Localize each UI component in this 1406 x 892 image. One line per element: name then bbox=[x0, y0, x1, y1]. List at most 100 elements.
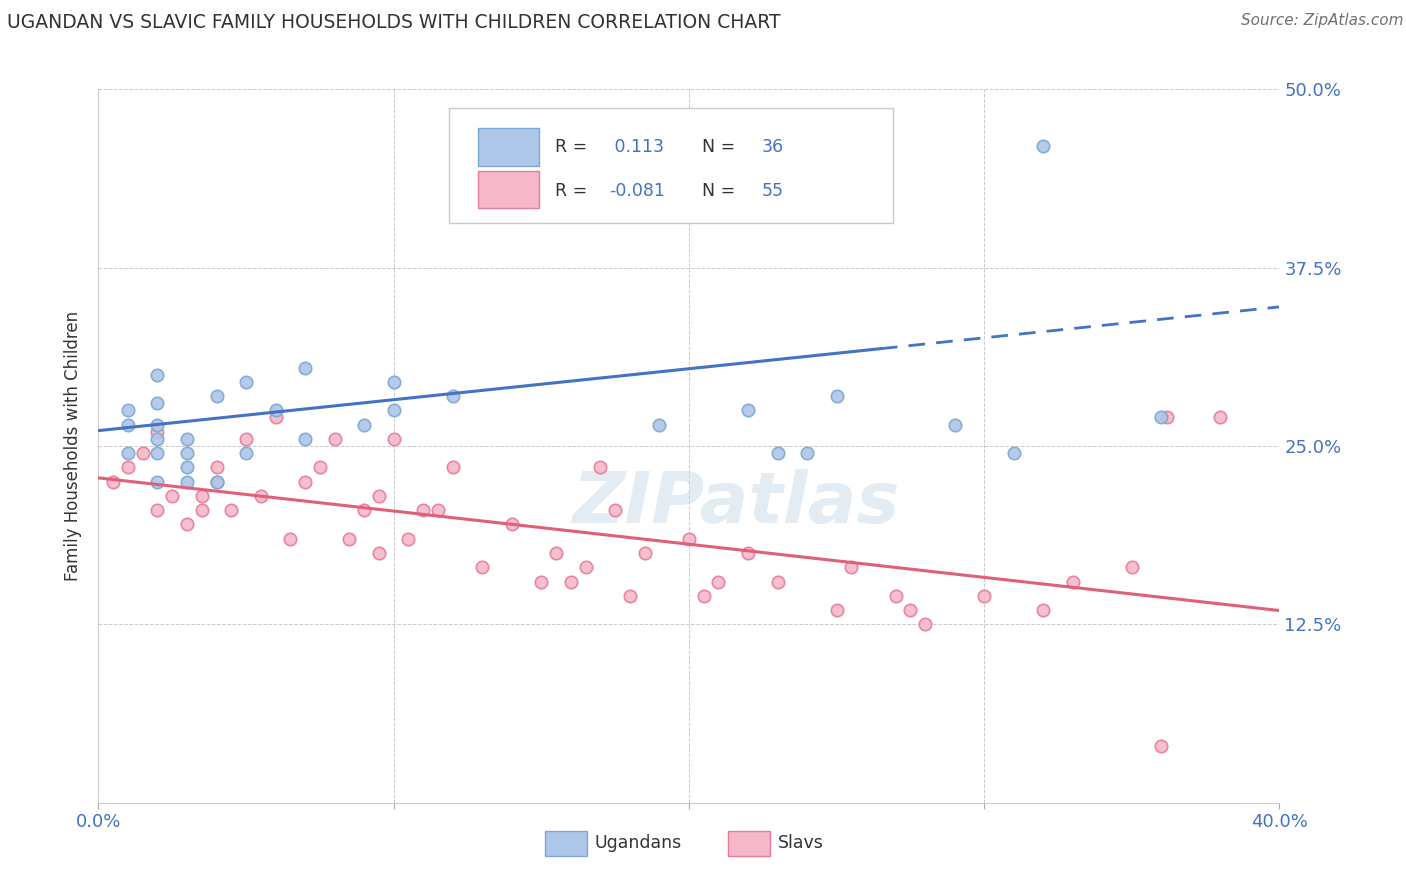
Point bbox=[339, 532, 360, 546]
FancyBboxPatch shape bbox=[546, 831, 588, 855]
Point bbox=[471, 560, 494, 574]
Text: R =: R = bbox=[555, 138, 593, 156]
Point bbox=[205, 460, 228, 475]
Point bbox=[382, 375, 405, 389]
Point bbox=[191, 503, 214, 517]
Point bbox=[294, 360, 316, 375]
Point bbox=[707, 574, 730, 589]
Point bbox=[117, 417, 139, 432]
Point bbox=[368, 489, 391, 503]
Text: 0.113: 0.113 bbox=[609, 138, 664, 156]
Text: 55: 55 bbox=[762, 182, 785, 200]
Point bbox=[264, 410, 287, 425]
Point bbox=[412, 503, 434, 517]
Point bbox=[1150, 739, 1173, 753]
Point bbox=[678, 532, 700, 546]
Point bbox=[766, 574, 789, 589]
Point bbox=[427, 503, 450, 517]
Point bbox=[693, 589, 716, 603]
Point bbox=[589, 460, 612, 475]
Point bbox=[309, 460, 332, 475]
Point bbox=[1032, 603, 1054, 617]
Point bbox=[1156, 410, 1178, 425]
Point bbox=[1150, 410, 1173, 425]
Point bbox=[1121, 560, 1143, 574]
Point bbox=[501, 517, 523, 532]
Point bbox=[146, 396, 169, 410]
Point bbox=[1002, 446, 1025, 460]
Point bbox=[1209, 410, 1232, 425]
Text: N =: N = bbox=[692, 182, 741, 200]
Point bbox=[560, 574, 582, 589]
Point bbox=[648, 417, 671, 432]
Point bbox=[132, 446, 155, 460]
Point bbox=[914, 617, 936, 632]
Point bbox=[382, 403, 405, 417]
Point bbox=[900, 603, 922, 617]
Point bbox=[796, 446, 818, 460]
Text: UGANDAN VS SLAVIC FAMILY HOUSEHOLDS WITH CHILDREN CORRELATION CHART: UGANDAN VS SLAVIC FAMILY HOUSEHOLDS WITH… bbox=[7, 13, 780, 32]
Point bbox=[176, 446, 198, 460]
Point bbox=[973, 589, 995, 603]
Y-axis label: Family Households with Children: Family Households with Children bbox=[65, 311, 83, 581]
Point bbox=[546, 546, 568, 560]
Point bbox=[353, 503, 375, 517]
Point bbox=[884, 589, 907, 603]
Point bbox=[146, 503, 169, 517]
Point bbox=[103, 475, 125, 489]
Point bbox=[191, 489, 214, 503]
Point bbox=[235, 446, 257, 460]
Point bbox=[560, 139, 582, 153]
Point bbox=[441, 389, 464, 403]
Point bbox=[176, 517, 198, 532]
Point bbox=[766, 446, 789, 460]
Point bbox=[146, 417, 169, 432]
Point bbox=[841, 560, 863, 574]
Point bbox=[943, 417, 966, 432]
Point bbox=[605, 503, 627, 517]
Point bbox=[737, 546, 759, 560]
Point bbox=[219, 503, 242, 517]
Point bbox=[117, 446, 139, 460]
Point bbox=[176, 460, 198, 475]
FancyBboxPatch shape bbox=[478, 171, 538, 209]
Point bbox=[1032, 139, 1054, 153]
Text: Slavs: Slavs bbox=[778, 835, 824, 853]
Point bbox=[176, 475, 198, 489]
Point bbox=[323, 432, 346, 446]
Point bbox=[737, 139, 759, 153]
Text: 36: 36 bbox=[762, 138, 785, 156]
Point bbox=[117, 460, 139, 475]
Point bbox=[278, 532, 302, 546]
Point bbox=[368, 546, 391, 560]
Point bbox=[396, 532, 419, 546]
Point bbox=[353, 417, 375, 432]
Point bbox=[146, 368, 169, 382]
Point bbox=[146, 425, 169, 439]
FancyBboxPatch shape bbox=[728, 831, 770, 855]
Text: -0.081: -0.081 bbox=[609, 182, 665, 200]
Point bbox=[146, 432, 169, 446]
FancyBboxPatch shape bbox=[478, 128, 538, 166]
Point bbox=[825, 389, 848, 403]
Text: N =: N = bbox=[692, 138, 741, 156]
Point bbox=[530, 139, 553, 153]
Point bbox=[176, 432, 198, 446]
Point bbox=[250, 489, 273, 503]
Point bbox=[737, 403, 759, 417]
Point bbox=[574, 560, 596, 574]
Point bbox=[235, 375, 257, 389]
Point bbox=[146, 446, 169, 460]
Point bbox=[530, 574, 553, 589]
Point bbox=[162, 489, 183, 503]
Text: Source: ZipAtlas.com: Source: ZipAtlas.com bbox=[1240, 13, 1403, 29]
Text: Ugandans: Ugandans bbox=[595, 835, 682, 853]
Point bbox=[117, 403, 139, 417]
Point bbox=[382, 432, 405, 446]
Text: ZIPatlas: ZIPatlas bbox=[572, 468, 900, 538]
Point bbox=[205, 475, 228, 489]
Point bbox=[294, 475, 316, 489]
Point bbox=[235, 432, 257, 446]
Point bbox=[146, 475, 169, 489]
Point bbox=[1062, 574, 1084, 589]
